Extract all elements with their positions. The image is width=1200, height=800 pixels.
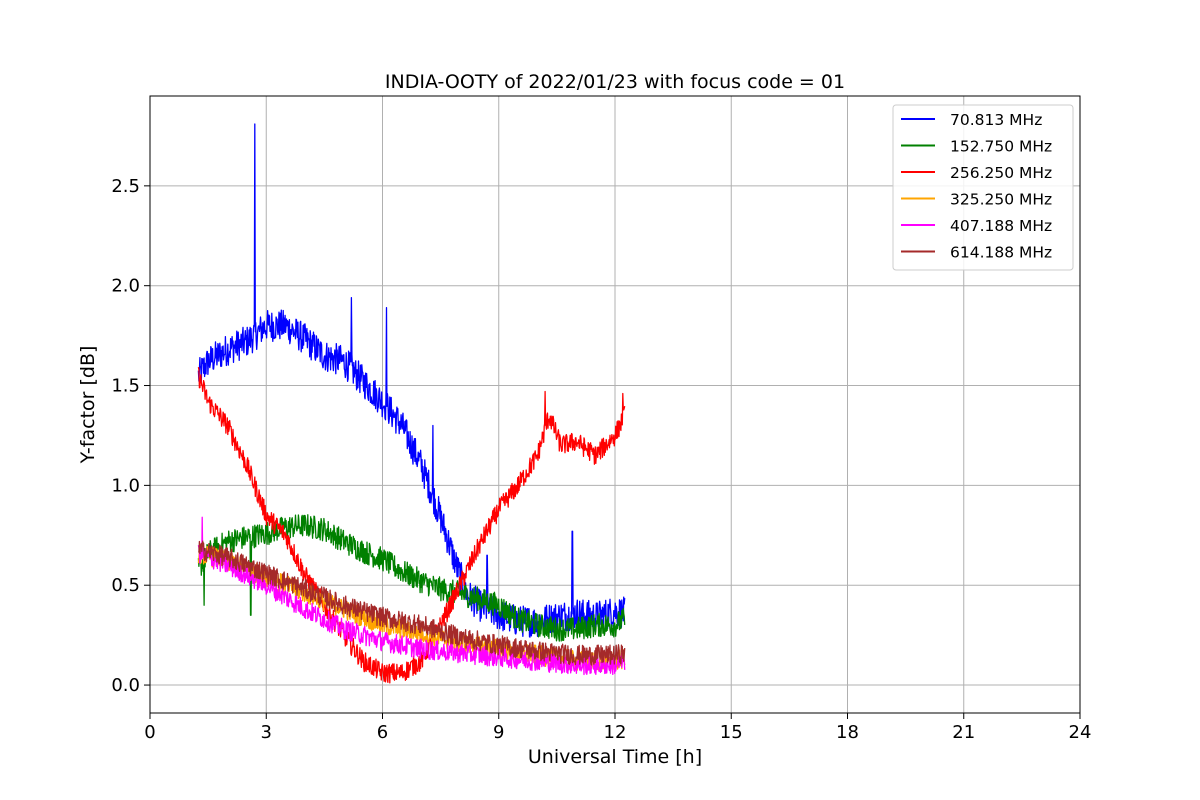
y-tick-label: 1.0 bbox=[111, 475, 140, 496]
series-line-2 bbox=[197, 514, 626, 642]
legend: 70.813 MHz 152.750 MHz 256.250 MHz 325.250 … bbox=[892, 104, 1074, 271]
series-layer bbox=[197, 123, 626, 684]
y-tick-label: 0.0 bbox=[111, 675, 140, 696]
legend-label: 70.813 MHz bbox=[950, 111, 1042, 129]
y-tick-label: 0.5 bbox=[111, 575, 140, 596]
legend-box bbox=[892, 104, 1074, 271]
chart-title: INDIA-OOTY of 2022/01/23 with focus code… bbox=[385, 71, 845, 93]
x-tick-label: 0 bbox=[144, 722, 155, 743]
x-tick-label: 24 bbox=[1069, 722, 1092, 743]
series-line-6 bbox=[197, 540, 626, 666]
x-tick-label: 18 bbox=[836, 722, 859, 743]
x-tick-label: 9 bbox=[493, 722, 504, 743]
x-tick-label: 15 bbox=[720, 722, 743, 743]
y-axis-label: Y-factor [dB] bbox=[77, 346, 99, 465]
y-tick-label: 2.0 bbox=[111, 276, 140, 297]
series-line-3 bbox=[197, 366, 626, 684]
series-line-1 bbox=[197, 123, 626, 638]
legend-label: 152.750 MHz bbox=[950, 138, 1052, 156]
legend-label: 614.188 MHz bbox=[950, 244, 1052, 262]
legend-label: 325.250 MHz bbox=[950, 191, 1052, 209]
axis-ticks: 0 3 6 9 12 15 18 21 24 0.0 0.5 1.0 1.5 2.0 2.5 bbox=[111, 176, 1091, 743]
x-tick-label: 6 bbox=[377, 722, 388, 743]
x-axis-label: Universal Time [h] bbox=[528, 746, 702, 768]
x-tick-label: 12 bbox=[604, 722, 627, 743]
y-tick-label: 1.5 bbox=[111, 376, 140, 397]
legend-label: 256.250 MHz bbox=[950, 164, 1052, 182]
legend-label: 407.188 MHz bbox=[950, 217, 1052, 235]
x-tick-label: 21 bbox=[952, 722, 975, 743]
series-line-5 bbox=[197, 516, 626, 676]
y-tick-label: 2.5 bbox=[111, 176, 140, 197]
x-tick-label: 3 bbox=[261, 722, 272, 743]
